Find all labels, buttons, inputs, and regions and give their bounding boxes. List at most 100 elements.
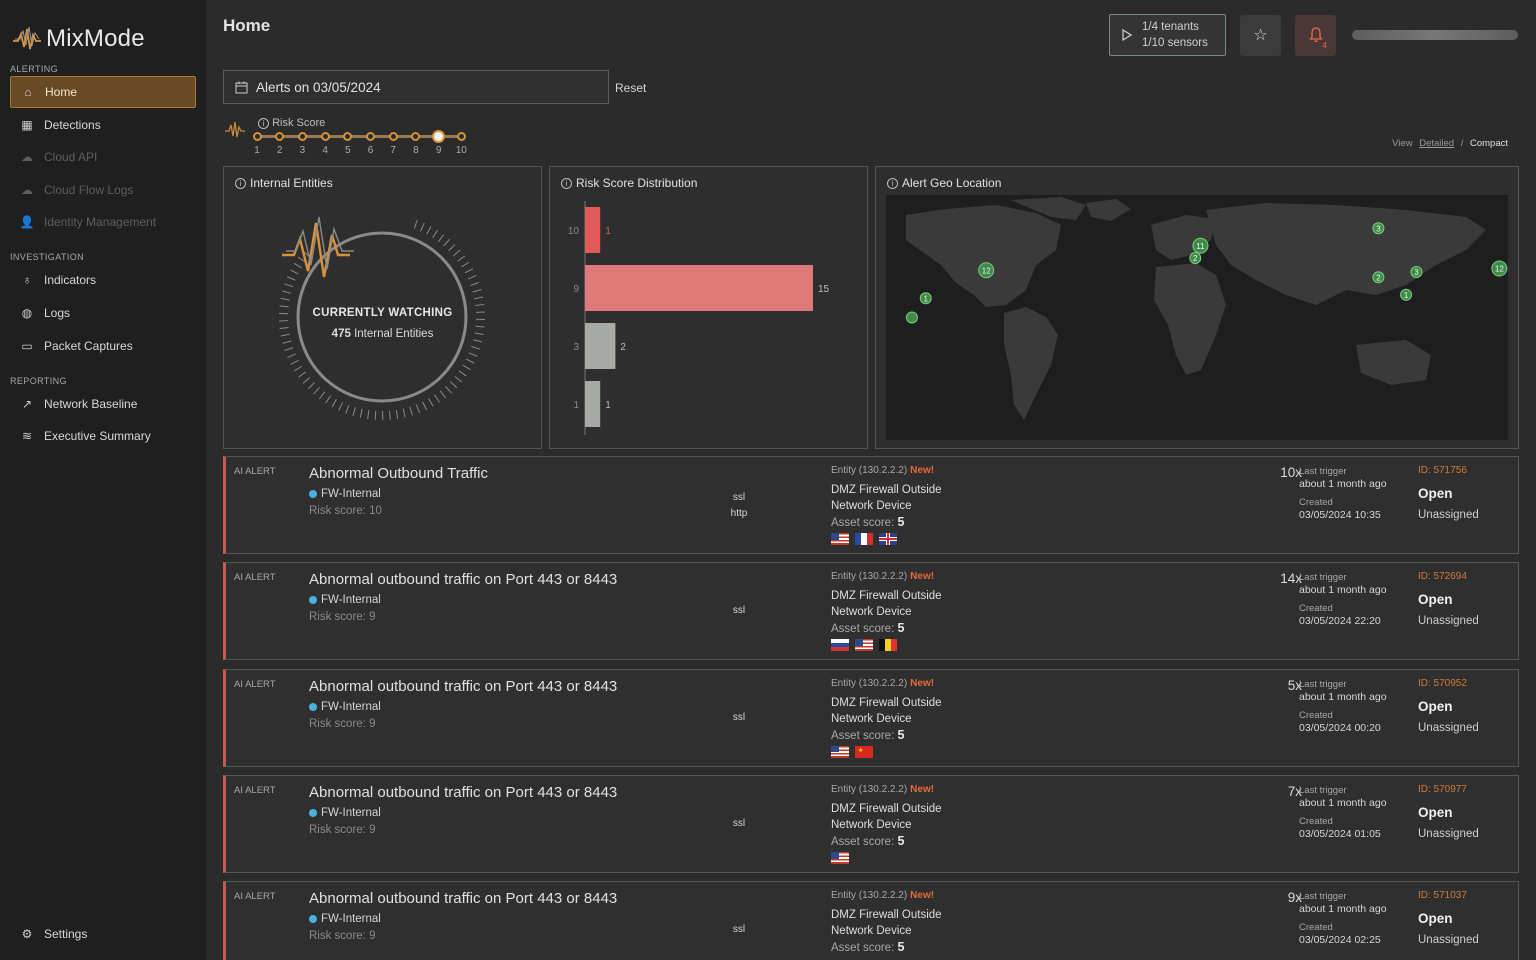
gauge-tick bbox=[290, 359, 299, 365]
slider-stop[interactable] bbox=[432, 130, 446, 143]
play-icon bbox=[1122, 29, 1132, 41]
info-icon[interactable]: i bbox=[887, 177, 898, 189]
alert-assignee[interactable]: Unassigned bbox=[1418, 827, 1479, 840]
alert-id[interactable]: ID: 570977 bbox=[1418, 783, 1467, 795]
slider-stop[interactable] bbox=[343, 132, 353, 141]
alert-row[interactable]: AI ALERT Abnormal outbound traffic on Po… bbox=[223, 774, 1519, 873]
slider-stop[interactable] bbox=[456, 132, 466, 141]
alert-type-tag: AI ALERT bbox=[234, 784, 276, 796]
geo-marker-label: 3 bbox=[1376, 224, 1381, 233]
alert-entity[interactable]: Entity (130.2.2.2) New! bbox=[831, 465, 934, 476]
info-icon[interactable]: i bbox=[561, 177, 572, 189]
alert-assignee[interactable]: Unassigned bbox=[1418, 509, 1479, 521]
gauge-tick bbox=[294, 365, 303, 372]
sidebar-item-cloud-flow-logs[interactable]: ☁ Cloud Flow Logs bbox=[10, 174, 196, 206]
alert-protocols: ssl bbox=[724, 710, 754, 726]
alert-entity[interactable]: Entity (130.2.2.2) New! bbox=[831, 784, 934, 795]
alert-status[interactable]: Open bbox=[1418, 592, 1453, 608]
sidebar-item-home[interactable]: ⌂ Home bbox=[10, 76, 196, 108]
alert-device: DMZ Firewall Outside Network Device bbox=[831, 801, 942, 833]
alert-status[interactable]: Open bbox=[1418, 486, 1453, 501]
gauge-tick bbox=[470, 281, 480, 286]
view-compact-option[interactable]: Compact bbox=[1469, 138, 1508, 149]
alert-entity[interactable]: Entity (130.2.2.2) New! bbox=[831, 890, 934, 901]
sidebar-section-label: ALERTING bbox=[10, 64, 59, 74]
sidebar-item-logs[interactable]: ◍ Logs bbox=[10, 297, 196, 329]
entity-label: Entity (130.2.2.2) bbox=[831, 677, 908, 689]
tenant-sensor-selector[interactable]: 1/4 tenants 1/10 sensors bbox=[1109, 14, 1226, 56]
group-dot-icon bbox=[309, 808, 317, 817]
alert-entity[interactable]: Entity (130.2.2.2) New! bbox=[831, 571, 934, 582]
reset-button[interactable]: Reset bbox=[615, 81, 647, 95]
alert-risk-score: Risk score: 9 bbox=[309, 717, 376, 730]
gauge-tick bbox=[284, 283, 294, 288]
alert-row[interactable]: AI ALERT Abnormal outbound traffic on Po… bbox=[223, 881, 1519, 960]
sidebar-item-network-baseline[interactable]: ↗ Network Baseline bbox=[10, 388, 196, 420]
view-detailed-option[interactable]: Detailed bbox=[1419, 138, 1455, 149]
sidebar-item-cloud-api[interactable]: ☁ Cloud API bbox=[10, 141, 196, 173]
alert-assignee[interactable]: Unassigned bbox=[1418, 934, 1479, 947]
protocol-label: ssl bbox=[732, 492, 746, 503]
sidebar-item-detections[interactable]: ▦ Detections bbox=[10, 109, 196, 141]
info-icon[interactable]: i bbox=[235, 177, 246, 189]
alert-status[interactable]: Open bbox=[1418, 698, 1453, 714]
slider-stop[interactable] bbox=[388, 132, 398, 141]
slider-tick-label: 5 bbox=[345, 145, 351, 156]
geo-marker: 1 bbox=[1400, 288, 1413, 301]
alert-id[interactable]: ID: 570952 bbox=[1418, 677, 1467, 689]
device-type: Network Device bbox=[831, 712, 912, 725]
gauge-tick bbox=[297, 256, 306, 263]
geo-marker: 2 bbox=[1372, 271, 1385, 284]
bell-icon bbox=[1308, 27, 1323, 43]
topbar: 1/4 tenants 1/10 sensors ☆ 4 bbox=[1109, 14, 1518, 56]
asset-score-label: Asset score: bbox=[831, 517, 895, 529]
gauge-tick bbox=[293, 262, 303, 269]
logo[interactable]: MixMode bbox=[0, 0, 206, 58]
risk-score-slider[interactable]: 1 2 3 4 5 6 7 8 9 10 bbox=[252, 130, 467, 173]
gauge-tick bbox=[467, 274, 477, 280]
slider-stop[interactable] bbox=[320, 132, 330, 141]
alert-assignee[interactable]: Unassigned bbox=[1418, 721, 1479, 734]
alert-assignee[interactable]: Unassigned bbox=[1418, 615, 1479, 628]
slider-stop[interactable] bbox=[411, 132, 421, 141]
date-filter[interactable]: Alerts on 03/05/2024 bbox=[223, 70, 609, 104]
alert-row[interactable]: AI ALERT Abnormal outbound traffic on Po… bbox=[223, 668, 1519, 767]
bar-10 bbox=[585, 207, 601, 253]
alert-status[interactable]: Open bbox=[1418, 804, 1453, 820]
gauge-tick bbox=[457, 255, 466, 262]
last-trigger-value: about 1 month ago bbox=[1299, 690, 1387, 703]
sidebar-item-executive-summary[interactable]: ≋ Executive Summary bbox=[10, 420, 196, 452]
alert-entity[interactable]: Entity (130.2.2.2) New! bbox=[831, 678, 934, 689]
slider-stop[interactable] bbox=[275, 132, 285, 141]
slider-stop[interactable] bbox=[366, 132, 375, 141]
gauge-tick bbox=[449, 381, 458, 389]
sidebar-item-indicators[interactable]: ♁ Indicators bbox=[10, 264, 196, 296]
alert-title[interactable]: Abnormal outbound traffic on Port 443 or… bbox=[309, 677, 618, 695]
notifications-button[interactable]: 4 bbox=[1295, 14, 1336, 56]
user-icon: 👤 bbox=[19, 215, 35, 230]
sidebar-item-settings[interactable]: ⚙ Settings bbox=[10, 918, 196, 950]
alert-status[interactable]: Open bbox=[1418, 911, 1453, 927]
alert-row[interactable]: AI ALERT Abnormal Outbound Traffic FW-In… bbox=[223, 456, 1519, 554]
slider-stop[interactable] bbox=[252, 132, 262, 141]
alert-row[interactable]: AI ALERT Abnormal outbound traffic on Po… bbox=[223, 562, 1519, 661]
alert-id[interactable]: ID: 571037 bbox=[1418, 890, 1467, 902]
entities-gauge bbox=[279, 216, 485, 421]
alert-device: DMZ Firewall Outside Network Device bbox=[831, 907, 942, 939]
alert-title[interactable]: Abnormal outbound traffic on Port 443 or… bbox=[309, 571, 618, 589]
slider-stop[interactable] bbox=[297, 132, 307, 141]
alert-id[interactable]: ID: 572694 bbox=[1418, 571, 1467, 583]
favorites-button[interactable]: ☆ bbox=[1240, 14, 1281, 56]
alert-id[interactable]: ID: 571756 bbox=[1418, 465, 1467, 476]
geo-marker: 12 bbox=[978, 262, 995, 279]
gauge-tick bbox=[473, 339, 483, 343]
y-tick-label: 1 bbox=[573, 400, 579, 411]
sidebar-item-identity-management[interactable]: 👤 Identity Management bbox=[10, 206, 196, 238]
alert-title[interactable]: Abnormal Outbound Traffic bbox=[309, 465, 488, 482]
user-menu[interactable] bbox=[1352, 30, 1518, 40]
alert-title[interactable]: Abnormal outbound traffic on Port 443 or… bbox=[309, 890, 618, 908]
asset-score-value: 5 bbox=[897, 727, 905, 742]
alert-title[interactable]: Abnormal outbound traffic on Port 443 or… bbox=[309, 783, 618, 801]
sidebar-item-packet-captures[interactable]: ▭ Packet Captures bbox=[10, 330, 196, 362]
